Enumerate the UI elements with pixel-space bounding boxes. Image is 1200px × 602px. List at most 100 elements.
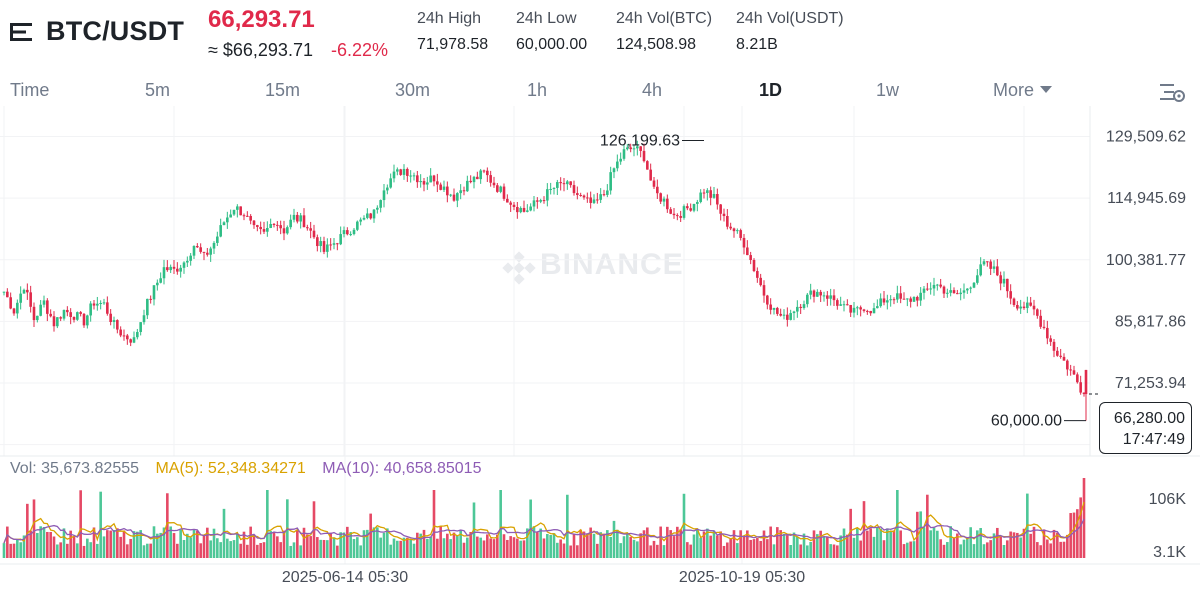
tab-30m[interactable]: 30m — [395, 80, 431, 100]
candle-body — [352, 229, 356, 235]
volume-bar — [436, 538, 439, 558]
volume-bar — [899, 530, 902, 558]
volume-bar — [566, 494, 569, 558]
volume-bar — [996, 527, 999, 558]
candle-body — [299, 215, 302, 222]
candle-body — [712, 194, 716, 198]
candle-body — [109, 313, 112, 322]
volume-bar — [979, 528, 982, 558]
approx-usd-price: ≈ $66,293.71 — [208, 40, 313, 60]
candle-body — [989, 261, 992, 269]
tab-1w[interactable]: 1w — [876, 80, 900, 100]
volume-bar — [552, 533, 556, 558]
volume-bar — [139, 530, 142, 558]
volume-bar — [576, 545, 579, 558]
candle-body — [916, 296, 919, 301]
volume-bar — [236, 533, 239, 558]
candle-body — [986, 261, 989, 263]
volume-bar — [219, 542, 222, 558]
tab-1h[interactable]: 1h — [527, 80, 548, 100]
volume-bar — [122, 530, 126, 558]
volume-bar — [202, 534, 206, 558]
candle-body — [832, 295, 836, 301]
volume-bar — [812, 530, 816, 558]
candle-body — [209, 248, 212, 255]
volume-bar — [26, 503, 29, 558]
candle-body — [592, 199, 596, 203]
volume-bar — [182, 539, 186, 558]
volume-bar — [962, 539, 966, 558]
volume-bar — [36, 533, 39, 558]
candle-body — [326, 244, 329, 252]
menu-icon[interactable] — [8, 20, 36, 44]
candle-body — [962, 290, 966, 293]
volume-bar — [62, 528, 66, 558]
volume-ma5: MA(5): 52,348.34271 — [155, 460, 306, 477]
volume-bar — [922, 527, 926, 558]
volume-bar — [652, 540, 656, 558]
volume-bar — [786, 535, 789, 558]
volume-bar — [29, 530, 32, 558]
tab-5m[interactable]: 5m — [145, 80, 171, 100]
candle-body — [586, 197, 589, 199]
volume-bar — [729, 538, 732, 558]
candle-body — [886, 300, 889, 303]
volume-bar — [322, 539, 326, 558]
candle-body — [389, 178, 392, 188]
candle-body — [872, 308, 876, 314]
volume-bar — [196, 530, 199, 558]
volume-bar — [76, 543, 79, 558]
stat-label: 24h Vol(BTC) — [616, 10, 713, 27]
candle-body — [632, 148, 636, 150]
candle-body — [542, 200, 546, 202]
volume-bar — [822, 536, 826, 558]
candle-body — [792, 311, 796, 314]
candle-body — [892, 299, 896, 301]
candle-body — [679, 216, 682, 218]
candle-body — [39, 304, 42, 316]
last-price-tag: 66,280.00 17:47:49 — [1099, 402, 1192, 454]
volume-bar — [709, 535, 712, 558]
candlestick-chart[interactable]: 129,509.62 114,945.69 100,381.77 85,817.86 7… — [0, 106, 1200, 602]
candle-body — [322, 241, 326, 252]
candle-body — [76, 312, 79, 320]
tab-15m[interactable]: 15m — [265, 80, 301, 100]
candle-body — [26, 289, 29, 293]
volume-bar — [869, 528, 872, 558]
volume-bar — [669, 530, 672, 558]
candle-body — [466, 180, 469, 192]
volume-bar — [1032, 526, 1036, 558]
volume-bar — [486, 534, 489, 558]
candle-body — [266, 227, 269, 232]
candle-body — [409, 175, 412, 177]
candle-body — [726, 216, 729, 227]
caret-down-icon — [1040, 86, 1053, 93]
candle-body — [529, 206, 532, 211]
candle-body — [146, 298, 149, 316]
candle-body — [1082, 392, 1086, 395]
candle-body — [6, 291, 9, 298]
chart-settings-icon[interactable] — [1158, 80, 1186, 104]
volume-bar — [1066, 534, 1069, 558]
trading-pair[interactable]: BTC/USDT — [46, 16, 185, 46]
volume-bar — [409, 539, 412, 558]
volume-bar — [1049, 543, 1052, 558]
candle-body — [609, 172, 612, 191]
candle-body — [622, 149, 626, 159]
candle-body — [852, 307, 856, 313]
tab-4h[interactable]: 4h — [642, 80, 663, 100]
tab-more[interactable]: More — [993, 80, 1053, 101]
candle-body — [506, 198, 509, 203]
tab-time[interactable]: Time — [10, 80, 50, 100]
volume-bar — [616, 529, 619, 558]
volume-bar — [879, 528, 882, 558]
candle-body — [859, 307, 862, 310]
candle-body — [849, 304, 852, 313]
volume-bar — [6, 526, 9, 558]
volume-bar — [442, 538, 446, 558]
candle-body — [489, 175, 492, 183]
volume-bar — [982, 544, 986, 558]
volume-bar — [866, 530, 869, 558]
volume-bar — [292, 542, 296, 558]
tab-1d[interactable]: 1D — [759, 80, 783, 100]
